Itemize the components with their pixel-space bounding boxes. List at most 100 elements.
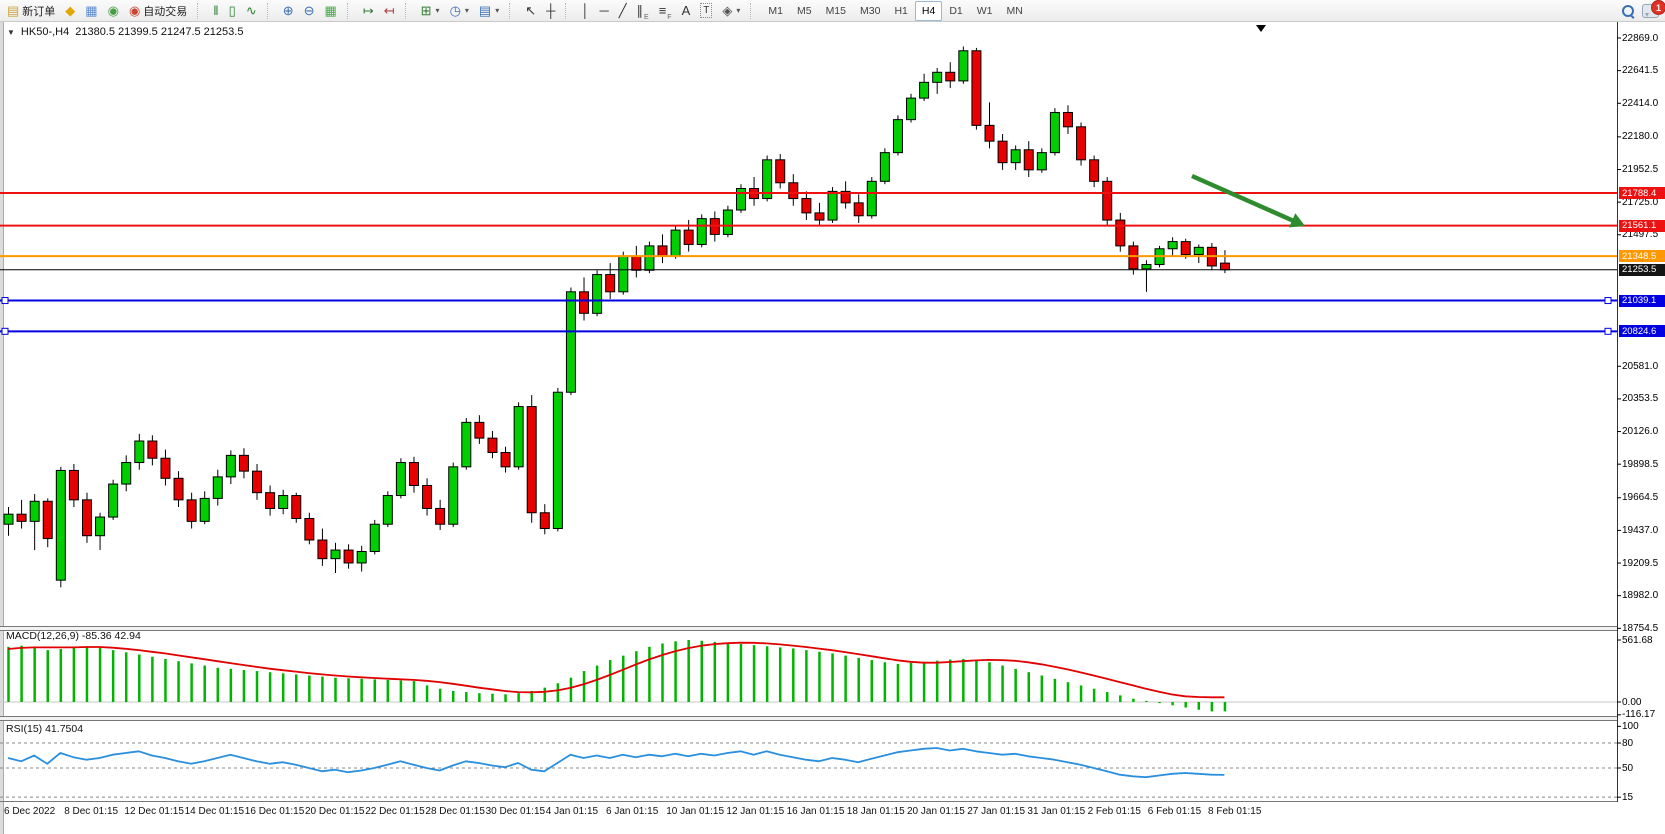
broadcast-icon: ◉ [107,3,119,18]
vertical-line-button[interactable]: │ [576,0,594,22]
search-button[interactable] [1622,5,1634,17]
candles-chart-button[interactable]: ▯ [224,0,241,22]
button-label: W1 [976,4,993,17]
horizontal-line-icon: ─ [599,3,609,18]
button-label: H1 [894,4,908,17]
new-order-button[interactable]: ▤ 新订单 [2,0,60,22]
button-label: 自动交易 [143,5,188,18]
button-label: M15 [825,4,846,17]
date-label: 6 Jan 01:15 [606,806,659,817]
bars-chart-icon: ‖ [213,3,219,18]
chart-title: ▼ HK50-,H4 21380.5 21399.5 21247.5 21253… [7,26,243,38]
chart-window[interactable] [0,22,1665,834]
broadcast-button[interactable]: ◉ [103,0,124,22]
new-order-icon: ▤ [7,3,20,18]
trendline-icon: ╱ [618,3,627,18]
notifications-button[interactable]: 1 [1642,0,1665,18]
price-axis-line [1617,22,1618,802]
autotrading-button[interactable]: ◉ 自动交易 [124,0,192,22]
price-tick: 19209.5 [1622,557,1659,569]
timeframe-h4-button[interactable]: H4 [914,0,943,21]
resistance-line-1-badge: 21788.4 [1619,187,1665,200]
arrows-button[interactable]: ◈ ▾ [717,0,745,22]
toolbar-left-groups: ▤ 新订单 ◆ ▦ ◉ ◉ 自动交易 ‖ ▯ ∿ ⊕ ⊖ ▦ ↦ ↤ ⊞ ▾ ◷ ▾ ▤ ▾ ↖ ┼ │ ─ ╱ ∥ E ≡ F A T ◈ ▾ M… [2,0,1030,22]
date-label: 20 Jan 01:15 [907,806,965,817]
magnifier-icon [1622,5,1634,17]
bars-chart-button[interactable]: ‖ [208,0,223,22]
timeframe-m15-button[interactable]: M15 [819,1,853,21]
horizontal-line-button[interactable]: ─ [594,0,613,22]
toolbar-separator [404,2,412,19]
indicator-plus-icon: ⊞ [420,3,432,18]
rsi-tick: 80 [1622,737,1634,749]
ingot-button[interactable]: ◆ [60,0,80,22]
text-button[interactable]: A [677,0,696,22]
price-tick: 18754.5 [1622,622,1659,634]
toolbar-separator [750,2,757,19]
button-label: MN [1006,4,1023,17]
text-icon: A [681,3,691,18]
line-chart-button[interactable]: ∿ [241,0,262,22]
window-left-edge [0,22,4,834]
support-line-2-badge: 20824.6 [1619,325,1665,338]
auto-scroll-button[interactable]: ↦ [358,0,379,22]
price-tick: 22180.0 [1622,131,1659,143]
timeframe-m30-button[interactable]: M30 [853,1,887,21]
add-indicator-button[interactable]: ⊞ ▾ [416,0,445,22]
trendline-button[interactable]: ╱ [614,0,632,22]
timeframe-m5-button[interactable]: M5 [790,1,819,21]
timeframe-mn-button[interactable]: MN [1000,1,1030,21]
zoom-in-button[interactable]: ⊕ [278,0,299,22]
macd-tick: -116.17 [1622,709,1656,721]
date-label: 4 Jan 01:15 [545,806,599,817]
toolbar: ▤ 新订单 ◆ ▦ ◉ ◉ 自动交易 ‖ ▯ ∿ ⊕ ⊖ ▦ ↦ ↤ ⊞ ▾ ◷ ▾ ▤ ▾ ↖ ┼ │ ─ ╱ ∥ E ≡ F A T ◈ ▾ M… [0,0,1665,22]
button-label: H4 [921,4,936,17]
rsi-label: RSI(15) 41.7504 [6,723,84,735]
channel-icon: ∥ [636,3,644,18]
support-line-1-badge: 21039.1 [1619,294,1665,307]
chart-shift-icon: ↤ [383,3,395,18]
terminal-window-button[interactable]: ▦ [80,0,102,22]
main-macd-splitter[interactable] [0,626,1617,631]
pivot-line-badge: 21348.5 [1619,250,1665,263]
price-tick: 20353.5 [1622,393,1659,405]
price-tick: 22641.5 [1622,65,1659,77]
tile-windows-button[interactable]: ▦ [320,0,342,22]
time-axis: 6 Dec 2022 8 Dec 01:15 12 Dec 01:15 14 Dec … [0,806,1617,820]
cursor-button[interactable]: ↖ [520,0,541,22]
zoom-out-button[interactable]: ⊖ [299,0,320,22]
ohlc-expander-icon[interactable]: ▼ [7,27,15,37]
text-label-icon: T [700,3,713,18]
timeframe-w1-button[interactable]: W1 [970,1,1000,21]
macd-rsi-splitter[interactable] [0,716,1617,721]
price-tick: 21725.0 [1622,196,1659,208]
dropdown-caret-icon: ▾ [736,6,741,15]
fibonacci-button[interactable]: ≡ F [654,0,677,22]
period-button[interactable]: ◷ ▾ [445,0,474,22]
button-label: M30 [860,4,881,17]
ingot-icon: ◆ [65,3,76,18]
timeframe-d1-button[interactable]: D1 [942,1,969,21]
crosshair-icon: ┼ [546,3,556,18]
chart-shift-button[interactable]: ↤ [379,0,400,22]
date-label: 8 Dec 01:15 [64,806,119,817]
text-label-button[interactable]: T [695,0,717,22]
notification-badge: 1 [1651,0,1665,15]
date-label: 6 Dec 2022 [4,806,56,817]
crosshair-button[interactable]: ┼ [541,0,560,22]
button-label: D1 [949,4,963,17]
timeframe-h1-button[interactable]: H1 [887,1,914,21]
button-label: M5 [796,4,812,17]
template-icon: ▤ [478,3,492,18]
timeframe-m1-button[interactable]: M1 [761,1,790,21]
arrows-icon: ◈ [722,3,733,18]
channel-button[interactable]: ∥ E [632,0,654,22]
price-tick: 21497.5 [1622,229,1659,241]
date-label: 6 Feb 01:15 [1147,806,1202,817]
button-label: 新订单 [22,5,56,18]
date-label: 28 Dec 01:15 [425,806,485,817]
symbol-timeframe-label: HK50-,H4 [20,26,70,38]
template-button[interactable]: ▤ ▾ [474,0,504,22]
date-label: 16 Dec 01:15 [244,806,305,817]
chart-shift-marker-icon[interactable] [1256,25,1266,32]
